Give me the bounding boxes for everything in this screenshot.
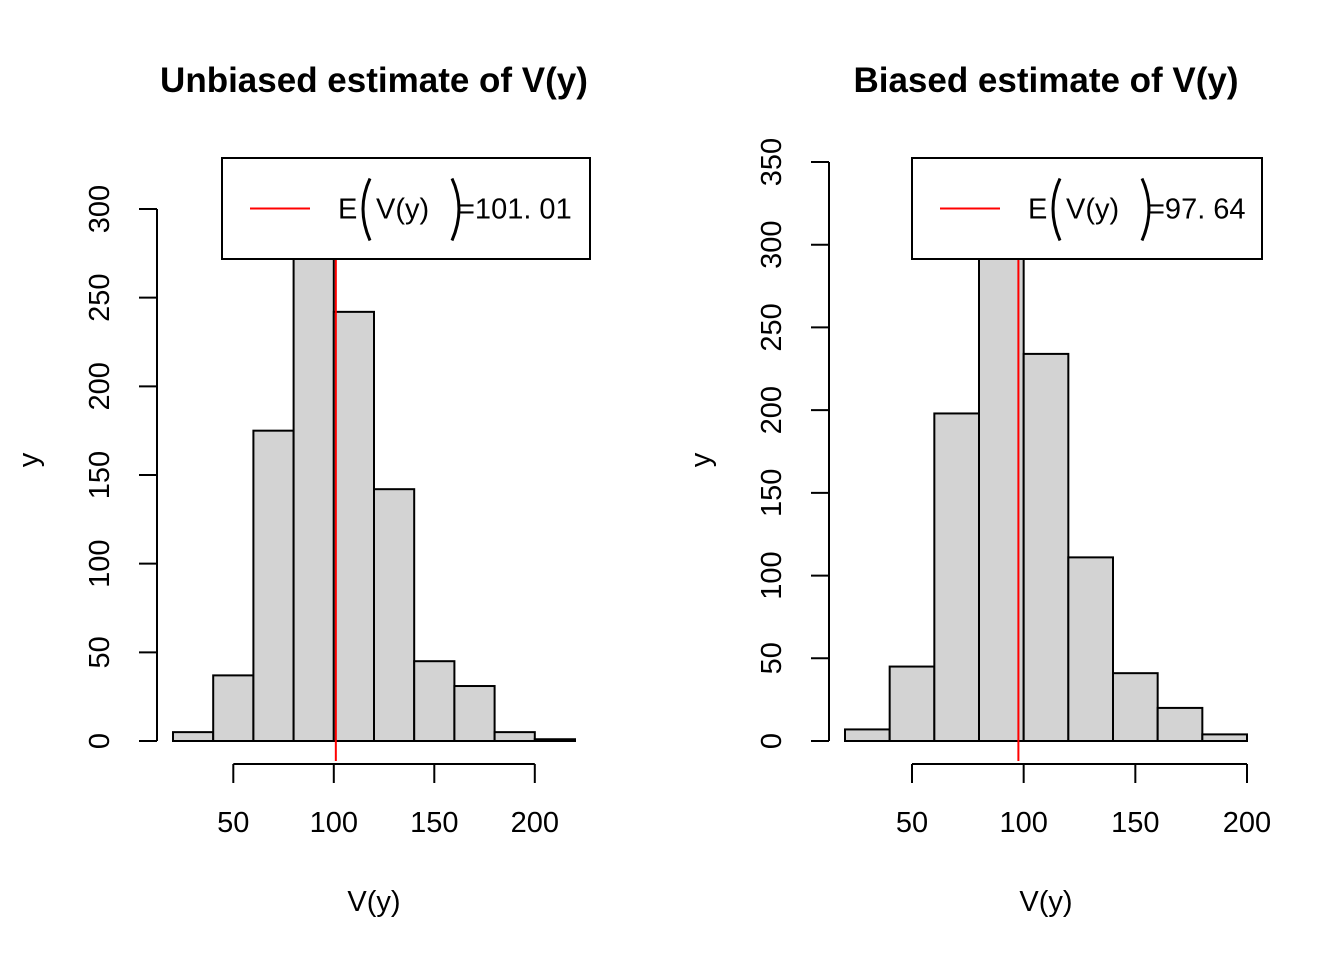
- y-tick-label: 100: [84, 539, 116, 587]
- histogram-bar: [172, 731, 215, 743]
- histogram-bar: [252, 429, 295, 742]
- histogram-bar: [1201, 733, 1249, 743]
- legend: E V(y) =101. 01: [221, 157, 591, 260]
- y-tick-label: 250: [84, 273, 116, 321]
- legend: E V(y) =97. 64: [911, 157, 1263, 260]
- legend-prefix: E: [338, 194, 357, 226]
- x-tick-label: 150: [1111, 807, 1159, 839]
- x-tick-label: 200: [1223, 807, 1271, 839]
- histogram-bar: [844, 728, 891, 742]
- y-axis-label: y: [13, 452, 45, 467]
- histogram-bar: [533, 738, 576, 743]
- chart-panel-1: Unbiased estimate of V(y) 0 50 100 150 200 250…: [13, 61, 591, 918]
- x-tick-label: 100: [999, 807, 1047, 839]
- histogram-bar: [493, 731, 536, 743]
- legend-prefix: E: [1028, 194, 1047, 226]
- legend-right-paren: [1140, 177, 1151, 242]
- y-tick-label: 150: [84, 451, 116, 499]
- chart-panel-2: Biased estimate of V(y) 0 50 100 150 200 250 30…: [685, 61, 1271, 918]
- y-axis-label: y: [685, 452, 717, 467]
- x-tick-label: 200: [511, 807, 559, 839]
- x-tick-label: 100: [310, 807, 358, 839]
- y-tick-label: 50: [756, 642, 788, 674]
- histogram-bar: [933, 412, 980, 742]
- x-tick-label: 50: [896, 807, 928, 839]
- y-tick-label: 50: [84, 636, 116, 668]
- legend-left-paren: [361, 177, 372, 242]
- histogram-bar: [413, 660, 456, 743]
- y-tick-label: 100: [756, 551, 788, 599]
- histogram-bar: [888, 665, 936, 742]
- legend-value: =101. 01: [458, 194, 572, 226]
- histogram-bar: [1112, 672, 1159, 742]
- histogram-bar: [292, 257, 335, 742]
- x-tick-label: 50: [217, 807, 249, 839]
- histogram-bar: [1067, 556, 1115, 742]
- histogram-bar: [1022, 352, 1070, 742]
- legend-inner: V(y): [1066, 194, 1119, 226]
- histogram-bar: [332, 310, 375, 742]
- histogram-bar: [212, 674, 255, 742]
- legend-value: =97. 64: [1148, 194, 1246, 226]
- y-tick-label: 0: [756, 733, 788, 749]
- y-tick-label: 0: [84, 733, 116, 749]
- histogram-bar: [373, 488, 416, 743]
- y-tick-label: 150: [756, 469, 788, 517]
- chart-title: Biased estimate of V(y): [853, 61, 1238, 100]
- x-axis-label: V(y): [347, 886, 400, 918]
- y-tick-label: 200: [756, 386, 788, 434]
- histogram-bar: [978, 256, 1025, 742]
- y-tick-label: 250: [756, 303, 788, 351]
- x-tick-label: 150: [410, 807, 458, 839]
- y-tick-label: 200: [84, 362, 116, 410]
- y-tick-label: 300: [756, 221, 788, 269]
- x-axis-label: V(y): [1019, 886, 1072, 918]
- y-tick-label: 300: [84, 185, 116, 233]
- y-tick-label: 350: [756, 138, 788, 186]
- histogram-bar: [1156, 706, 1204, 743]
- chart-title: Unbiased estimate of V(y): [160, 61, 588, 100]
- legend-inner: V(y): [376, 194, 429, 226]
- legend-right-paren: [450, 177, 461, 242]
- histogram-bar: [453, 685, 496, 743]
- legend-left-paren: [1051, 177, 1062, 242]
